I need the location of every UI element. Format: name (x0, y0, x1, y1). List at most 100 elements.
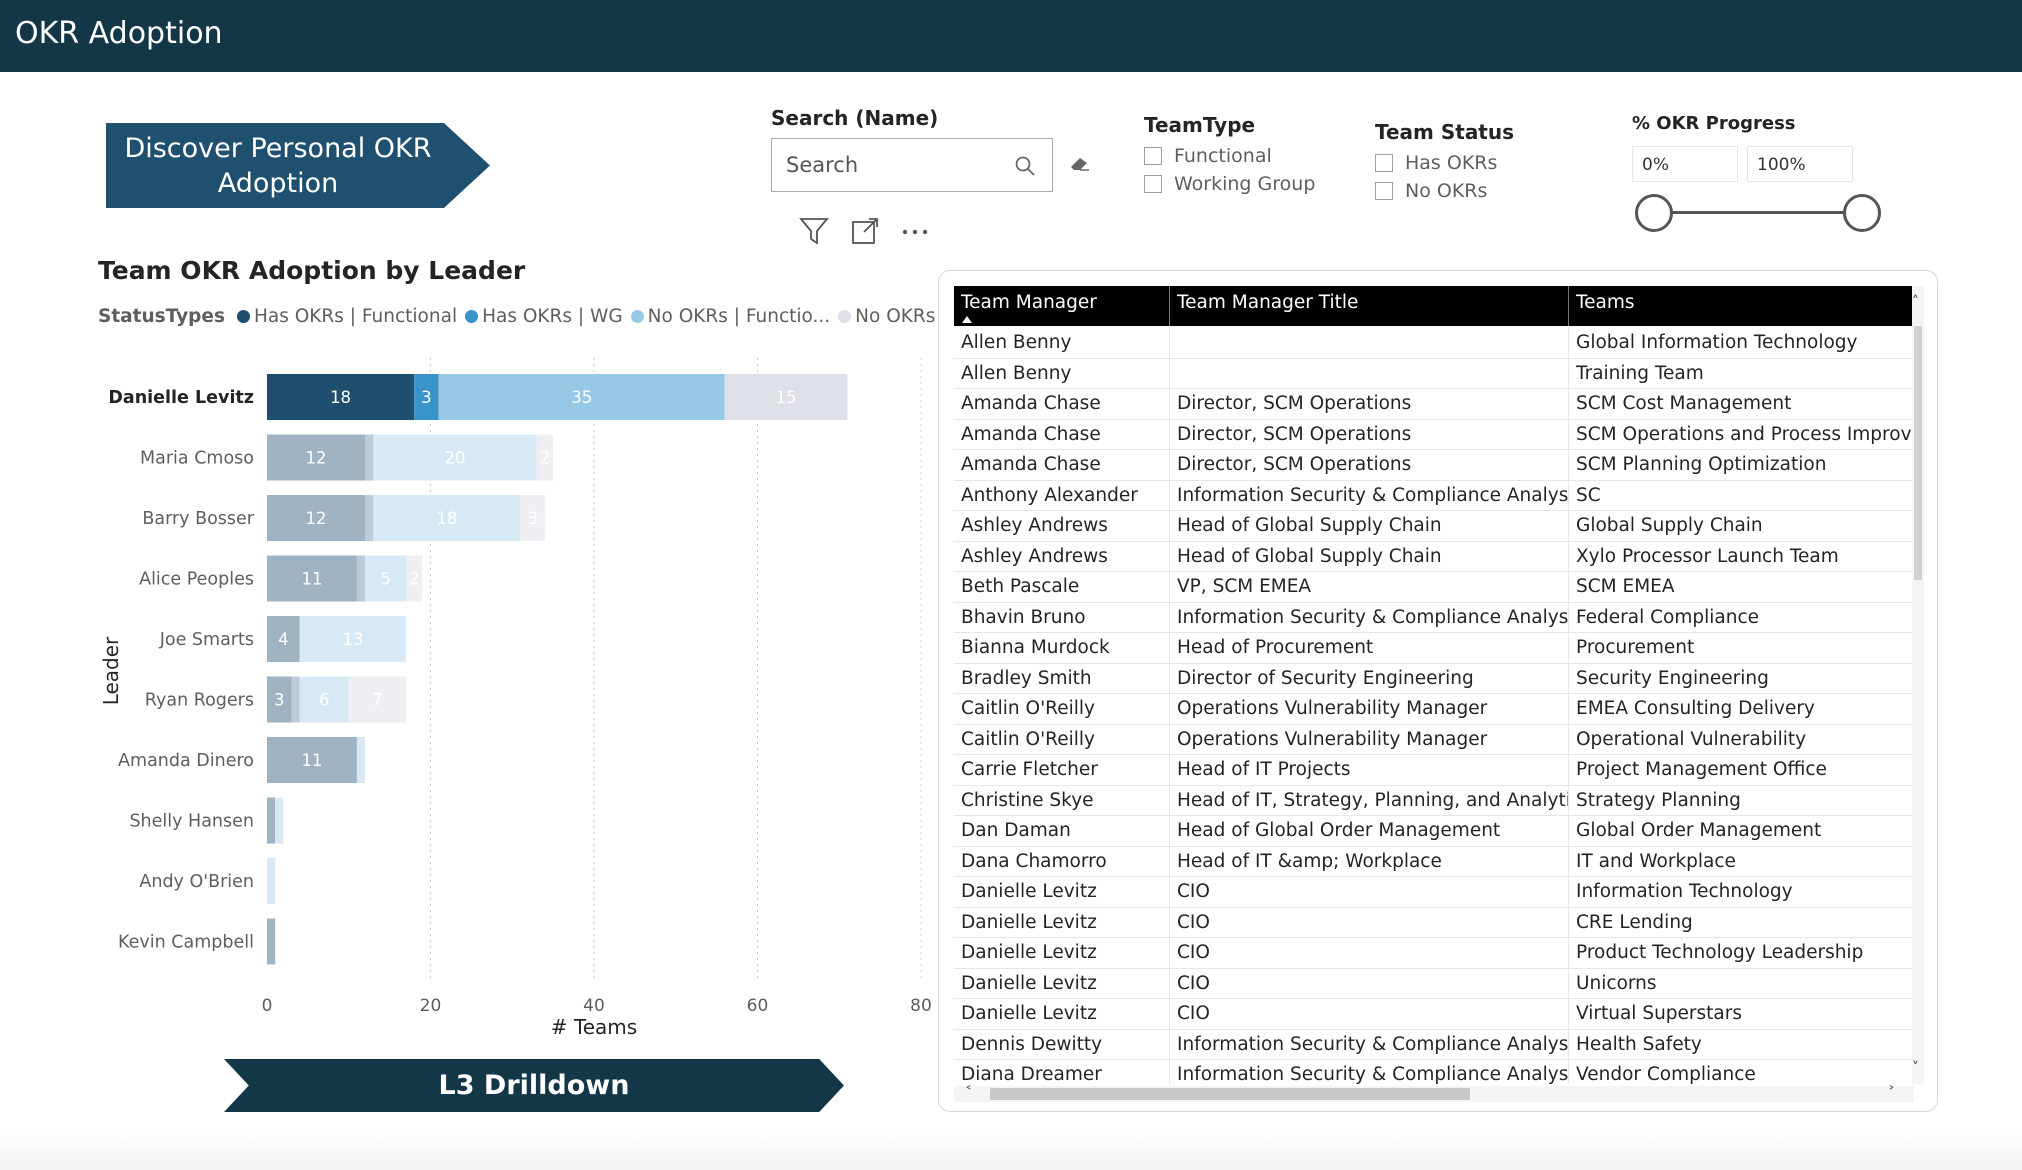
checkbox[interactable] (1144, 147, 1162, 165)
table-row[interactable]: Amanda Chase Director, SCM Operations SCM … (954, 419, 1914, 450)
bar-segment[interactable] (356, 737, 366, 783)
okr-progress-max-handle[interactable] (1843, 194, 1881, 232)
team-type-functional-checkbox[interactable]: Functional (1144, 145, 1272, 167)
table-row[interactable]: Dana Chamorro Head of IT &amp; Workplace I… (954, 846, 1914, 877)
bar-segment[interactable] (267, 918, 276, 965)
focus-mode-icon[interactable] (850, 216, 880, 251)
filter-icon[interactable] (798, 216, 830, 251)
scroll-right-icon[interactable]: ˃ (1888, 1085, 1895, 1101)
table-row[interactable]: Beth Pascale VP, SCM EMEA SCM EMEA (954, 572, 1914, 603)
bar-segment[interactable] (356, 555, 366, 602)
table-row[interactable]: Anthony Alexander Information Security & … (954, 480, 1914, 511)
legend-item-has-okrs-functional[interactable]: Has OKRs | Functional (236, 306, 457, 327)
table-row[interactable]: Danielle Levitz CIO Information Technology (954, 877, 1914, 908)
bar-segment[interactable] (299, 616, 406, 662)
table-row[interactable]: Bradley Smith Director of Security Engine… (954, 663, 1914, 694)
table-row[interactable]: Carrie Fletcher Head of IT Projects Projec… (954, 755, 1914, 786)
bar-segment[interactable] (267, 737, 357, 783)
bar-segment[interactable] (365, 495, 374, 541)
table-horizontal-scroll-thumb[interactable] (990, 1088, 1470, 1100)
bar-segment[interactable] (414, 374, 439, 420)
l3-drilldown-button[interactable]: L3 Drilldown (224, 1059, 844, 1112)
search-input[interactable] (786, 151, 1006, 179)
okr-progress-min-handle[interactable] (1635, 194, 1673, 232)
table-vertical-scroll-thumb[interactable] (1914, 326, 1922, 580)
more-options-icon[interactable] (900, 216, 932, 251)
y-category-label[interactable]: Joe Smarts (159, 630, 254, 650)
bar-segment[interactable] (365, 434, 374, 481)
okr-progress-min-field[interactable]: 0% (1632, 146, 1738, 182)
checkbox[interactable] (1375, 182, 1393, 200)
scroll-down-icon[interactable]: ˅ (1912, 1060, 1919, 1076)
scroll-left-icon[interactable]: ˂ (965, 1085, 972, 1101)
y-category-label[interactable]: Shelly Hansen (129, 812, 254, 832)
bar-segment[interactable] (267, 434, 366, 481)
legend-item-has-okrs-wg[interactable]: Has OKRs | WG (465, 306, 623, 327)
table-cell: Virtual Superstars (1576, 1003, 1743, 1024)
table-row[interactable]: Ashley Andrews Head of Global Supply Chai… (954, 511, 1914, 542)
bar-segment[interactable] (267, 374, 415, 420)
table-row[interactable]: Caitlin O'Reilly Operations Vulnerability… (954, 694, 1914, 725)
bar-segment[interactable] (267, 495, 366, 541)
bar-segment[interactable] (536, 434, 554, 481)
bar-segment[interactable] (724, 374, 848, 420)
y-category-label[interactable]: Kevin Campbell (118, 933, 254, 953)
table-row[interactable]: Allen Benny Global Information Technology (954, 328, 1914, 359)
table-row[interactable]: Amanda Chase Director, SCM Operations SCM … (954, 450, 1914, 481)
bar-segment[interactable] (267, 858, 276, 904)
search-box[interactable] (771, 138, 1053, 192)
bar-segment[interactable] (267, 797, 276, 844)
bar-segment[interactable] (275, 797, 284, 844)
table-row[interactable]: Danielle Levitz CIO Product Technology Lea… (954, 938, 1914, 969)
table-row[interactable]: Diana Dreamer Information Security & Comp… (954, 1060, 1914, 1084)
bar-segment[interactable] (348, 676, 406, 723)
table-row[interactable]: Dennis Dewitty Information Security & Com… (954, 1029, 1914, 1060)
team-status-no-okrs-checkbox[interactable]: No OKRs (1375, 180, 1487, 202)
team-status-has-okrs-checkbox[interactable]: Has OKRs (1375, 152, 1497, 174)
y-category-label[interactable]: Ryan Rogers (145, 691, 254, 711)
legend-item-no-okrs-functional[interactable]: No OKRs | Functio... (630, 306, 830, 327)
bar-segment[interactable] (267, 616, 300, 662)
okr-progress-slider-track[interactable] (1654, 211, 1862, 214)
bar-segment[interactable] (365, 555, 406, 602)
bar-segment[interactable] (299, 676, 349, 723)
team-type-working-group-checkbox[interactable]: Working Group (1144, 173, 1315, 195)
checkbox[interactable] (1144, 175, 1162, 193)
table-row[interactable]: Danielle Levitz CIO Unicorns (954, 968, 1914, 999)
table-row[interactable]: Christine Skye Head of IT, Strategy, Plan… (954, 785, 1914, 816)
table-row[interactable]: Dan Daman Head of Global Order Management… (954, 816, 1914, 847)
bar-segment[interactable] (405, 555, 423, 602)
table-cell: Danielle Levitz (954, 907, 1170, 938)
table-row[interactable]: Caitlin O'Reilly Operations Vulnerability… (954, 724, 1914, 755)
column-header-teams[interactable]: Teams (1569, 286, 1914, 326)
bar-segment[interactable] (267, 676, 292, 723)
discover-personal-okr-button[interactable]: Discover Personal OKR Adoption (106, 123, 490, 208)
table-row[interactable]: Bianna Murdock Head of Procurement Procure… (954, 633, 1914, 664)
y-category-label[interactable]: Andy O'Brien (139, 872, 254, 892)
table-row[interactable]: Bhavin Bruno Information Security & Compl… (954, 602, 1914, 633)
table-row[interactable]: Danielle Levitz CIO CRE Lending (954, 907, 1914, 938)
okr-progress-max-field[interactable]: 100% (1747, 146, 1853, 182)
y-category-label[interactable]: Barry Bosser (142, 509, 254, 529)
y-category-label[interactable]: Danielle Levitz (108, 388, 254, 408)
eraser-icon[interactable] (1068, 152, 1092, 174)
y-category-label[interactable]: Maria Cmoso (140, 449, 254, 469)
column-header-team-manager[interactable]: Team Manager (954, 286, 1170, 326)
table-row[interactable]: Ashley Andrews Head of Global Supply Chai… (954, 541, 1914, 572)
table-row[interactable]: Amanda Chase Director, SCM Operations SCM … (954, 389, 1914, 420)
bar-segment[interactable] (438, 374, 725, 420)
bar-segment[interactable] (373, 495, 521, 541)
column-header-team-manager-title[interactable]: Team Manager Title (1170, 286, 1569, 326)
bar-segment[interactable] (373, 434, 537, 481)
scroll-up-icon[interactable]: ˄ (1912, 294, 1919, 310)
checkbox[interactable] (1375, 154, 1393, 172)
y-category-label[interactable]: Alice Peoples (139, 570, 254, 590)
bar-segment[interactable] (291, 676, 300, 723)
bar-data-label: 12 (306, 449, 327, 468)
bar-segment[interactable] (267, 555, 357, 602)
y-category-label[interactable]: Amanda Dinero (118, 751, 254, 771)
search-icon[interactable] (1014, 155, 1036, 177)
table-row[interactable]: Danielle Levitz CIO Virtual Superstars (954, 999, 1914, 1030)
bar-segment[interactable] (520, 495, 545, 541)
table-row[interactable]: Allen Benny Training Team (954, 358, 1914, 389)
